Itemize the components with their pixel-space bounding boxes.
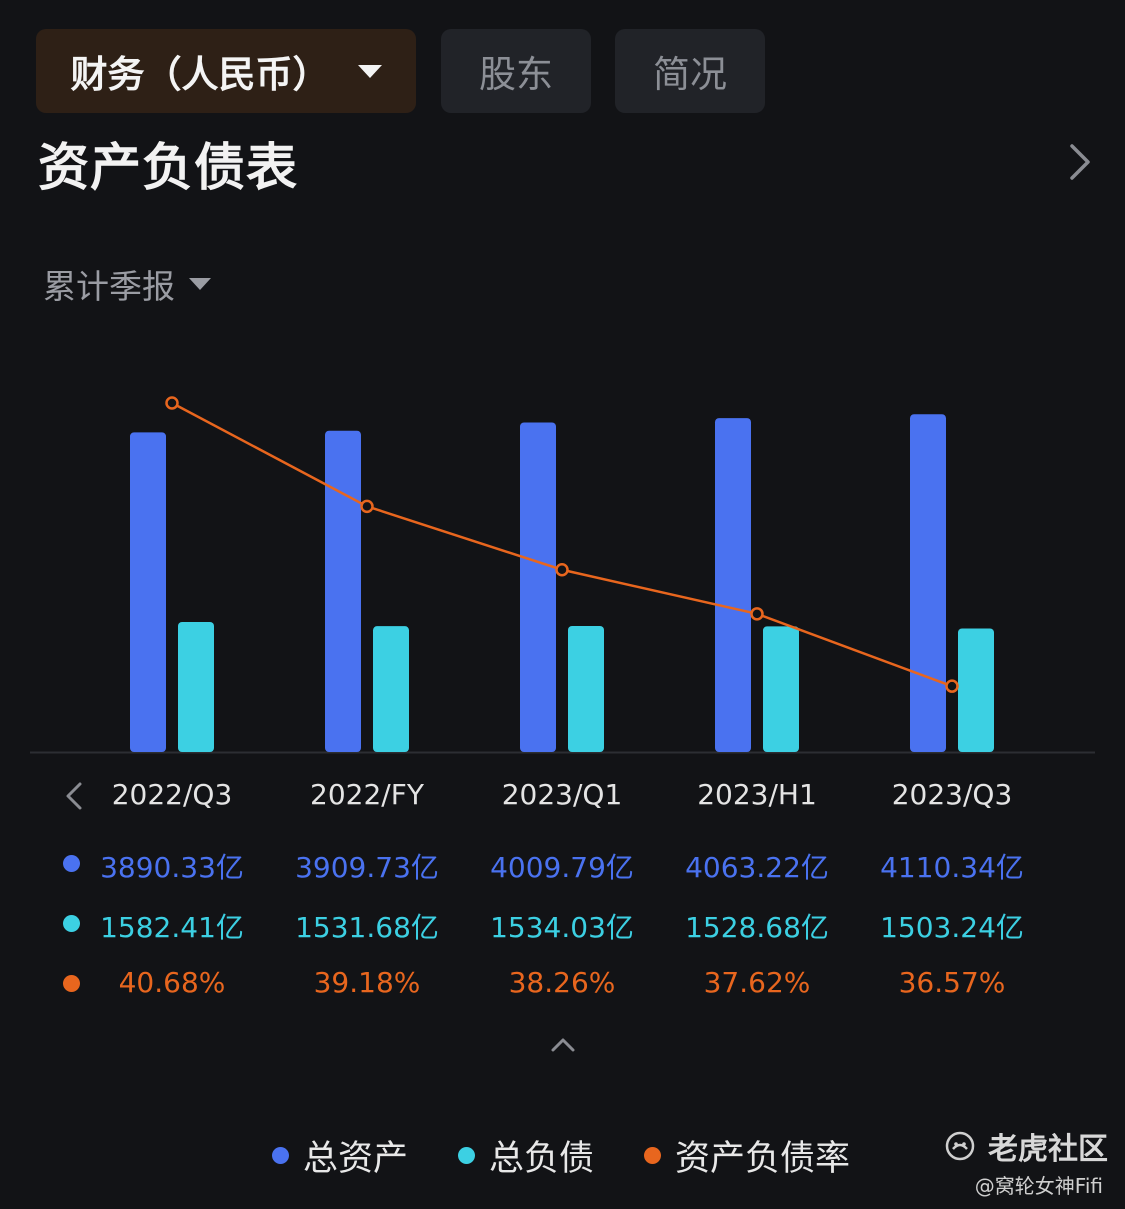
chevron-left-icon[interactable]	[60, 780, 86, 812]
chevron-up-icon[interactable]	[548, 1033, 578, 1055]
caret-down-icon	[357, 64, 382, 78]
value-total-assets: 3909.73亿	[295, 851, 439, 884]
caret-down-icon	[189, 278, 211, 290]
bar-total-liabilities	[373, 626, 409, 752]
bar-total-assets	[715, 418, 751, 752]
value-total-liabilities: 1531.68亿	[295, 911, 439, 944]
x-tick-label: 2023/H1	[697, 778, 817, 811]
bar-total-liabilities	[178, 621, 214, 752]
brand-name: 老虎社区	[988, 1132, 1108, 1167]
value-debt-ratio: 38.26%	[508, 966, 616, 999]
ratio-dot	[63, 975, 80, 992]
tab-finance[interactable]: 财务（人民币）	[36, 29, 416, 113]
bar-total-assets	[130, 432, 166, 752]
tab-brief-label: 简况	[653, 53, 727, 96]
bar-total-liabilities	[568, 625, 604, 752]
bar-total-liabilities	[763, 626, 799, 752]
tab-finance-label: 财务（人民币）	[70, 53, 330, 96]
legend-dot-assets	[272, 1147, 289, 1164]
bar-total-assets	[910, 414, 946, 752]
value-total-liabilities: 1528.68亿	[685, 911, 829, 944]
legend-item-assets[interactable]: 总资产	[272, 1130, 408, 1181]
bar-total-assets	[325, 430, 361, 752]
value-total-liabilities: 1534.03亿	[490, 911, 634, 944]
liabilities-dot	[63, 915, 80, 932]
bar-total-liabilities	[958, 628, 994, 752]
x-tick-label: 2023/Q1	[501, 778, 623, 811]
value-total-liabilities: 1582.41亿	[100, 911, 244, 944]
legend-item-liabilities[interactable]: 总负债	[458, 1130, 594, 1181]
point-debt-ratio	[360, 499, 374, 514]
point-debt-ratio	[945, 679, 959, 693]
legend-label-liabilities: 总负债	[489, 1139, 595, 1179]
value-debt-ratio: 39.18%	[313, 966, 421, 999]
legend-item-ratio[interactable]: 资产负债率	[644, 1130, 850, 1181]
assets-dot	[63, 855, 80, 872]
value-total-assets: 4063.22亿	[685, 851, 829, 884]
author-credit: @窝轮女神Fifi	[974, 1174, 1103, 1198]
value-debt-ratio: 37.62%	[703, 966, 811, 999]
x-tick-label: 2022/FY	[310, 778, 424, 811]
x-tick-label: 2023/Q3	[891, 778, 1013, 811]
value-debt-ratio: 40.68%	[118, 966, 226, 999]
period-selector[interactable]: 累计季报	[43, 260, 211, 308]
value-total-assets: 4110.34亿	[880, 851, 1024, 884]
tab-brief[interactable]: 简况	[615, 29, 765, 113]
value-total-assets: 4009.79亿	[490, 851, 634, 884]
legend-label-ratio: 资产负债率	[675, 1139, 851, 1179]
period-selector-label: 累计季报	[43, 267, 175, 306]
chevron-right-icon[interactable]	[1062, 140, 1102, 184]
value-total-assets: 3890.33亿	[100, 851, 244, 884]
legend-label-assets: 总资产	[303, 1139, 409, 1179]
point-debt-ratio	[555, 562, 569, 577]
point-debt-ratio	[165, 396, 179, 410]
value-total-liabilities: 1503.24亿	[880, 911, 1024, 944]
legend-dot-ratio	[644, 1147, 661, 1164]
tab-holders-label: 股东	[479, 53, 553, 96]
line-debt-ratio	[171, 401, 953, 688]
section-title: 资产负债表	[38, 139, 299, 198]
bar-total-assets	[520, 422, 556, 752]
legend-dot-liabilities	[458, 1147, 475, 1164]
tab-holders[interactable]: 股东	[441, 29, 591, 113]
balance-sheet-chart	[30, 396, 1095, 754]
point-debt-ratio	[750, 607, 764, 621]
tiger-community-icon	[945, 1131, 975, 1161]
x-tick-label: 2022/Q3	[111, 778, 233, 811]
value-debt-ratio: 36.57%	[898, 966, 1006, 999]
brand-watermark: 老虎社区	[944, 1124, 1108, 1168]
